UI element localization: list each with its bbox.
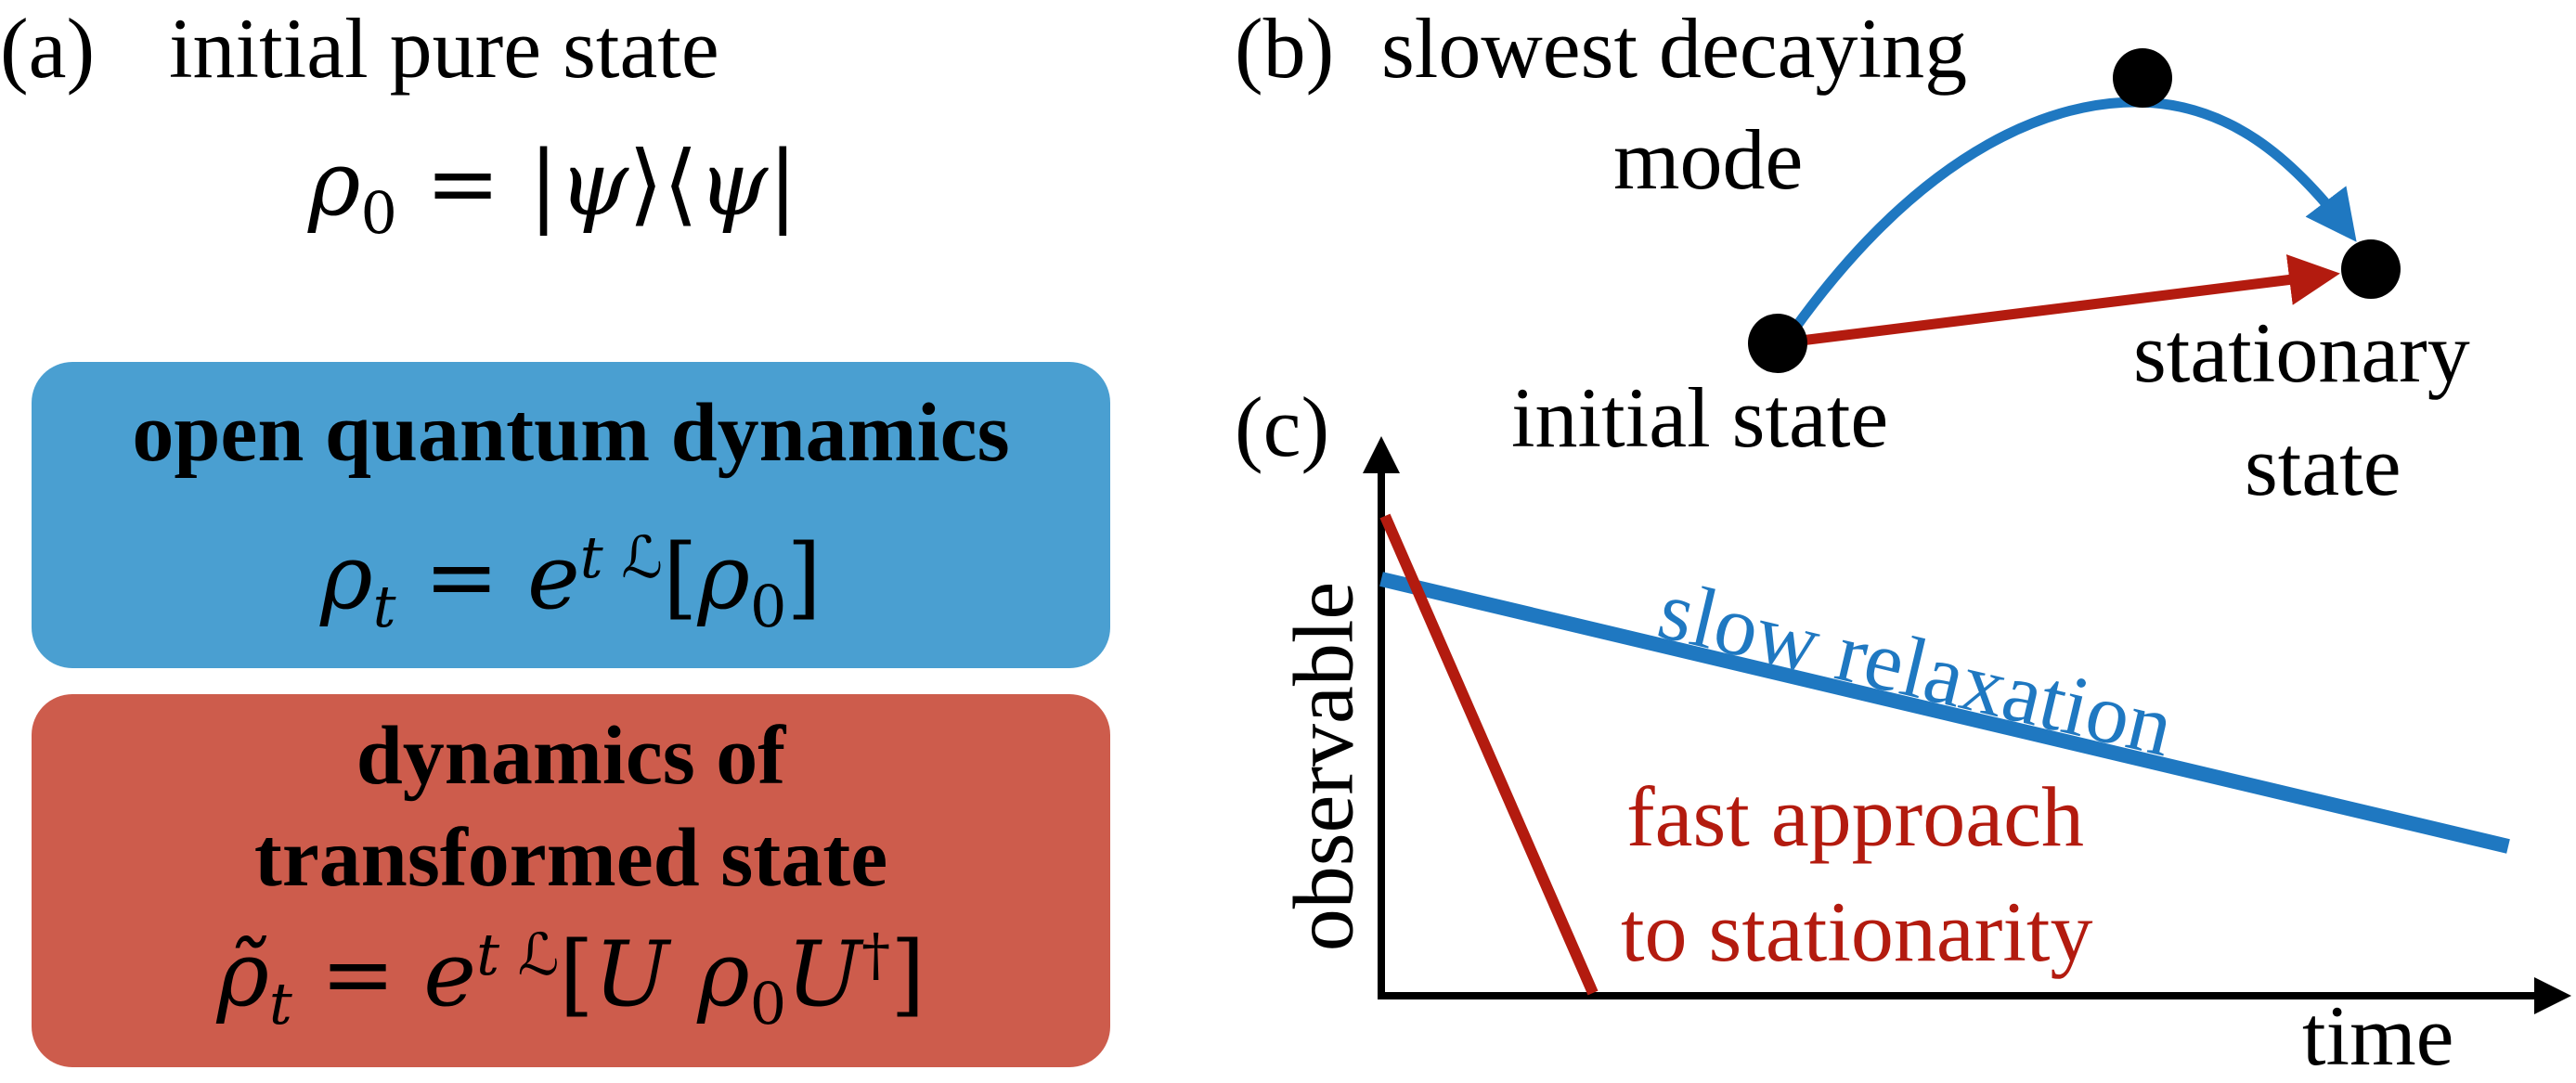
fast-path [1793,254,2340,347]
stationary-state-dot [2341,239,2401,299]
open-dynamics-title: open quantum dynamics [132,387,1010,479]
open-dynamics-box: open quantum dynamics ρt = et ℒ[ρ0] [32,362,1110,668]
initial-state-label: initial state [1511,370,1889,465]
y-axis-label: observable [1275,581,1371,952]
panel-a-letter: (a) [0,1,96,96]
stationary-label-line2: state [2245,419,2401,513]
initial-state-equation: ρ0 = |ψ⟩⟨ψ| [308,132,798,248]
open-dynamics-equation: ρt = et ℒ[ρ0] [320,523,822,641]
fast-approach-line [1379,513,1599,996]
transformed-dynamics-box: dynamics of transformed state ρ̃t = et ℒ… [32,694,1110,1067]
panel-c-letter: (c) [1235,380,1330,474]
transformed-title-line2: transformed state [253,812,888,904]
panel-b-letter: (b) [1235,1,1335,96]
slow-mode-path [1789,97,2357,334]
transformed-dynamics-equation: ρ̃t = et ℒ[U ρ0U†] [216,921,926,1038]
panel-a-title: initial pure state [169,1,719,96]
slow-mode-label-line1: slowest decaying [1381,1,1968,96]
fast-approach-label-line2: to stationarity [1621,884,2093,979]
stationary-label-line1: stationary [2133,305,2470,400]
slow-mode-dot [2113,48,2172,108]
initial-state-dot [1748,314,1807,373]
fast-approach-label-line1: fast approach [1626,769,2084,864]
slow-relaxation-line [1379,572,2510,854]
slow-mode-label-line2: mode [1613,112,1804,207]
transformed-title-line1: dynamics of [356,710,786,802]
x-axis-label: time [2302,988,2454,1083]
